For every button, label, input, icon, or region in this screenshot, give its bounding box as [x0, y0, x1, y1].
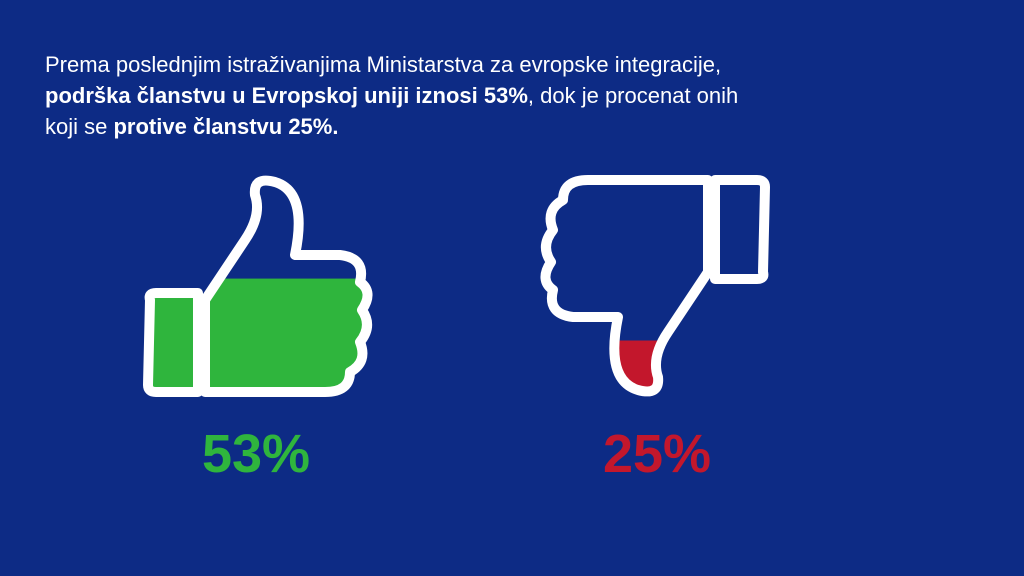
- intro-line: koji se protive članstvu 25%.: [45, 114, 338, 139]
- intro-run: , dok je procenat onih: [528, 83, 738, 108]
- intro-run: podrška članstvu u Evropskoj uniji iznos…: [45, 83, 528, 108]
- intro-run: koji se: [45, 114, 113, 139]
- value-label: 25%: [603, 424, 711, 484]
- intro-line: podrška članstvu u Evropskoj uniji iznos…: [45, 83, 738, 108]
- value-label: 53%: [202, 424, 310, 484]
- intro-line: Prema poslednjim istraživanjima Ministar…: [45, 52, 721, 77]
- intro-run: protive članstvu 25%.: [113, 114, 338, 139]
- intro-run: Prema poslednjim istraživanjima Ministar…: [45, 52, 721, 77]
- intro-text: Prema poslednjim istraživanjima Ministar…: [45, 52, 738, 139]
